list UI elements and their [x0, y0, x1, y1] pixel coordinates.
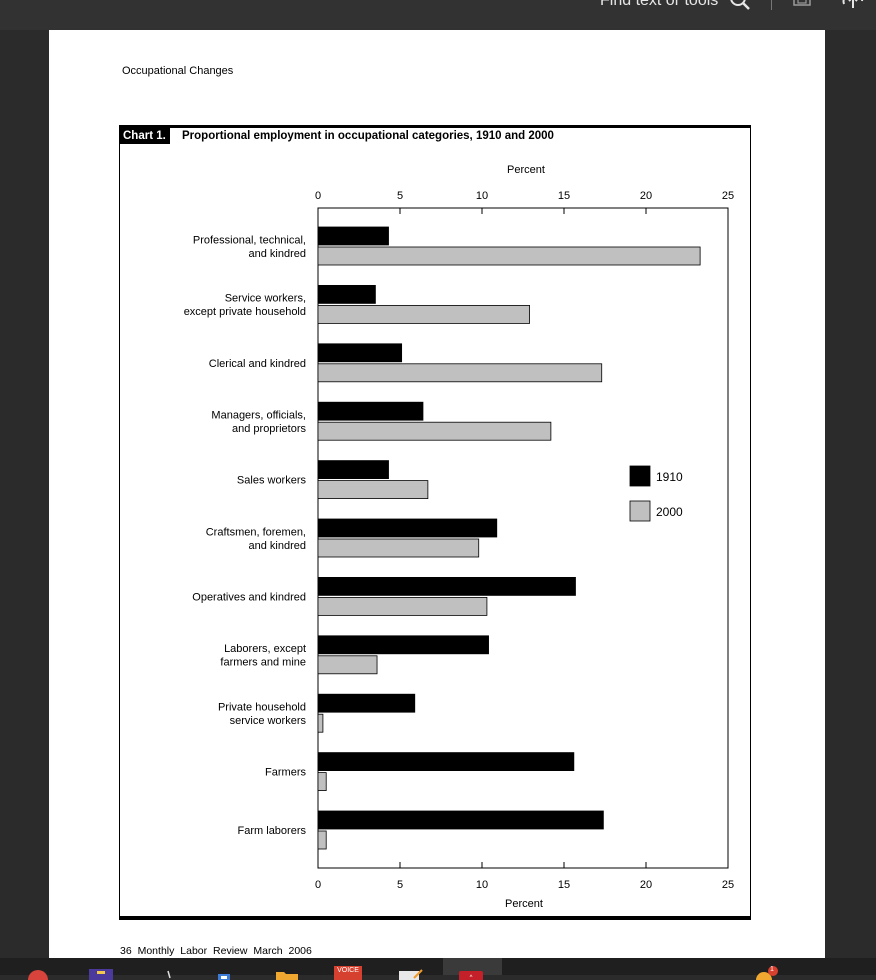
bar-2000: [317, 597, 488, 616]
x-tick-label-bottom: 10: [476, 879, 488, 891]
toolbar-separator: [771, 0, 772, 10]
legend-swatch-1910: [629, 465, 651, 487]
voice-app-label: VOICE: [337, 967, 359, 974]
voice-app-icon[interactable]: VOICE: [334, 966, 362, 980]
save-icon[interactable]: [792, 0, 812, 12]
legend-label-2000: 2000: [656, 505, 683, 519]
bar-1910: [317, 752, 575, 771]
legend-swatch-2000: [629, 500, 651, 522]
pdf-app-icon[interactable]: ^: [457, 966, 485, 980]
bar-2000: [317, 772, 327, 791]
taskbar: VOICE ^ 1: [0, 958, 876, 980]
notification-app-icon[interactable]: [752, 966, 780, 980]
notification-badge: 1: [770, 966, 774, 973]
bar-1910: [317, 284, 376, 304]
bar-2000: [317, 246, 701, 266]
bar-2000: [317, 538, 480, 558]
x-tick-label-bottom: 5: [397, 879, 403, 891]
active-app-highlight: [443, 958, 502, 975]
x-tick-label-top: 10: [476, 190, 488, 202]
bar-1910: [317, 810, 604, 830]
x-tick-label-bottom: 20: [640, 879, 652, 891]
category-label: Private household: [218, 701, 306, 713]
x-tick-label-bottom: 0: [315, 879, 321, 891]
bar-2000: [317, 830, 327, 850]
category-label: Clerical and kindred: [209, 358, 306, 370]
plot-area-frame: [317, 207, 729, 869]
category-label: Operatives and kindred: [192, 591, 306, 603]
chart-number-label: Chart 1.: [119, 128, 170, 144]
chrome-app-icon[interactable]: [24, 966, 52, 980]
page-footer: 36 Monthly Labor Review March 2006: [120, 945, 312, 957]
x-tick-label-bottom: 25: [722, 879, 734, 891]
x-tick-label-bottom: 15: [558, 879, 570, 891]
bar-1910: [317, 401, 424, 421]
bar-1910: [317, 577, 576, 596]
x-tick-label-top: 20: [640, 190, 652, 202]
bar-1910: [317, 460, 389, 480]
page-header: Occupational Changes: [122, 65, 234, 77]
category-label: Professional, technical,: [193, 234, 306, 246]
folder-app-icon[interactable]: [272, 966, 300, 980]
files-app-icon[interactable]: [210, 966, 238, 980]
cursor-app-icon[interactable]: [156, 966, 184, 980]
x-tick-label-top: 25: [722, 190, 734, 202]
category-label: Laborers, except: [224, 643, 306, 655]
category-label: except private household: [184, 306, 306, 318]
bar-1910: [317, 693, 416, 713]
upload-cloud-icon[interactable]: [840, 0, 866, 12]
category-label: and kindred: [249, 540, 307, 552]
viewer-toolbar: Find text or tools: [0, 0, 876, 30]
bar-1910: [317, 226, 389, 246]
chart-frame: [119, 125, 751, 920]
x-axis-label-top: Percent: [507, 164, 545, 176]
x-tick-label-top: 15: [558, 190, 570, 202]
editor-app-icon[interactable]: [396, 966, 424, 980]
category-label: Managers, officials,: [211, 409, 306, 421]
bar-1910: [317, 343, 403, 363]
legend-label-1910: 1910: [656, 470, 683, 484]
bar-2000: [317, 363, 603, 383]
x-axis-label-bottom: Percent: [505, 898, 543, 910]
find-text-field[interactable]: Find text or tools: [600, 0, 719, 9]
bar-1910: [317, 518, 498, 538]
bar-2000: [317, 480, 429, 500]
bar-2000: [317, 304, 530, 324]
chart-title: Proportional employment in occupational …: [182, 130, 554, 142]
search-icon[interactable]: [728, 0, 752, 12]
bar-2000: [317, 713, 324, 733]
category-label: Service workers,: [225, 293, 306, 305]
category-label: Farmers: [265, 767, 306, 779]
x-tick-label-top: 0: [315, 190, 321, 202]
category-label: Craftsmen, foremen,: [206, 526, 306, 538]
bar-1910: [317, 635, 489, 655]
bar-2000: [317, 655, 378, 675]
x-tick-label-top: 5: [397, 190, 403, 202]
category-label: Sales workers: [237, 475, 307, 487]
bar-2000: [317, 421, 552, 441]
category-label: farmers and mine: [220, 657, 306, 669]
category-label: Farm laborers: [238, 825, 307, 837]
category-label: and proprietors: [232, 423, 306, 435]
svg-text:^: ^: [470, 975, 473, 980]
notes-app-icon[interactable]: [86, 966, 114, 980]
category-label: service workers: [230, 715, 307, 727]
category-label: and kindred: [249, 248, 307, 260]
